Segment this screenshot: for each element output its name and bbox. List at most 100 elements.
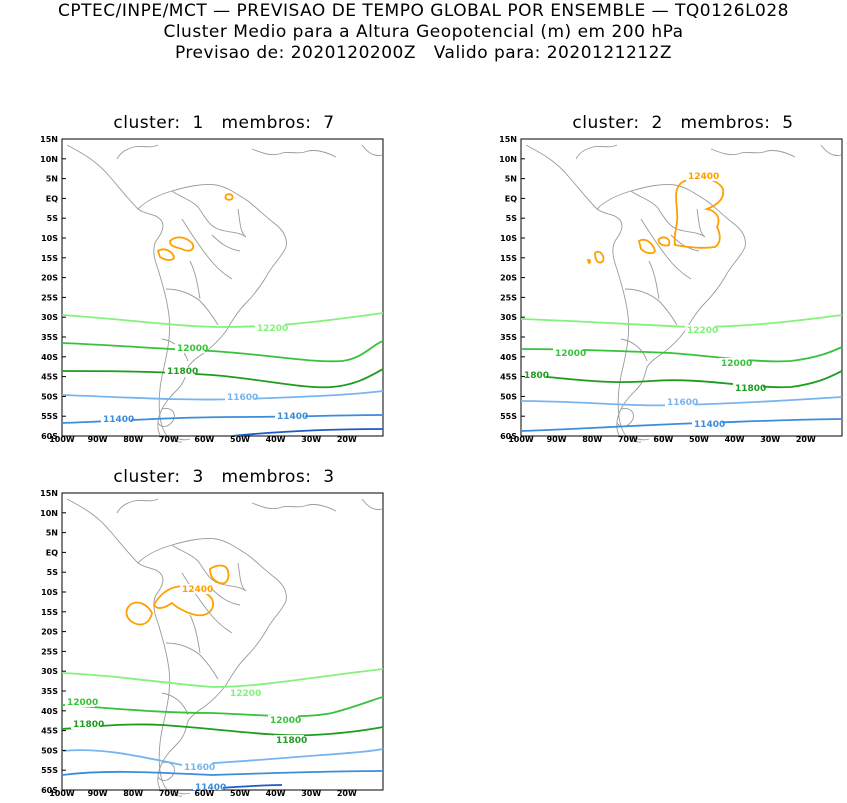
contour-11800 xyxy=(61,723,384,737)
label-11800-b: 11800 xyxy=(276,736,307,746)
lon-tick-label: 100W xyxy=(49,789,75,798)
label-12400: 12400 xyxy=(182,585,213,595)
lon-ticks-panel-1: 100W 90W 80W 70W 60W 50W 40W 30W 20W xyxy=(49,435,357,444)
lon-tick-label: 90W xyxy=(88,435,108,444)
label-11600: 11600 xyxy=(667,398,698,408)
label-11400: 11400 xyxy=(694,420,725,430)
lat-tick-label: 25S xyxy=(41,293,58,302)
lat-tick-label: 15N xyxy=(499,135,517,144)
contour-12400-a xyxy=(169,236,195,252)
lon-tick-label: 80W xyxy=(123,789,143,798)
lat-tick-label: 60S xyxy=(41,432,58,441)
lat-tick-label: 45S xyxy=(500,373,517,382)
lat-tick-label: 35S xyxy=(41,333,58,342)
contour-12400-a xyxy=(209,564,230,585)
lat-tick-label: 10N xyxy=(499,155,517,164)
contours-panel-2 xyxy=(520,177,843,432)
label-12200: 12200 xyxy=(257,324,288,334)
lat-tick-label: 40S xyxy=(500,353,517,362)
label-11800-a: 1800 xyxy=(524,371,549,381)
contour-11600 xyxy=(61,390,384,401)
lat-tick-label: EQ xyxy=(505,194,517,203)
lon-tick-label: 50W xyxy=(689,435,709,444)
label-12000-b: 12000 xyxy=(270,716,301,726)
lon-tick-label: 30W xyxy=(301,435,321,444)
panel-3-map: 12400 12200 12000 12000 11800 11800 1160… xyxy=(61,492,384,797)
lat-tick-label: 50S xyxy=(41,746,58,755)
contour-11800 xyxy=(61,368,384,389)
label-12000-a: 12000 xyxy=(67,698,98,708)
contour-labels-panel-2: 12400 12200 12000 12000 1800 11800 11600… xyxy=(522,171,766,430)
lon-tick-label: 20W xyxy=(796,435,816,444)
label-12000-b: 12000 xyxy=(721,359,752,369)
lat-tick-label: 25S xyxy=(500,293,517,302)
contour-11200 xyxy=(231,428,384,437)
lat-tick-label: 55S xyxy=(500,412,517,421)
contour-12400-d xyxy=(594,250,605,264)
south-america-coastline xyxy=(66,498,383,797)
label-11400: 11400 xyxy=(195,783,226,793)
contour-12400-a xyxy=(673,177,725,249)
lon-tick-label: 60W xyxy=(653,435,673,444)
contour-12400-c xyxy=(657,236,671,247)
lon-tick-label: 30W xyxy=(760,435,780,444)
label-11400-a: 11400 xyxy=(103,415,134,425)
lat-tick-label: 5N xyxy=(46,529,58,538)
lat-tick-label: 55S xyxy=(41,412,58,421)
lon-tick-label: 100W xyxy=(508,435,534,444)
contour-12400-b xyxy=(152,585,214,617)
lon-tick-label: 70W xyxy=(159,435,179,444)
lat-tick-label: 60S xyxy=(500,432,517,441)
south-america-coastline xyxy=(66,144,383,443)
label-12000: 12000 xyxy=(177,344,208,354)
lat-tick-label: 20S xyxy=(500,274,517,283)
lat-tick-label: 15S xyxy=(41,608,58,617)
label-11800-a: 11800 xyxy=(73,720,104,730)
lon-tick-label: 20W xyxy=(337,789,357,798)
contour-12200 xyxy=(61,668,384,688)
lon-tick-label: 40W xyxy=(725,435,745,444)
label-11600: 11600 xyxy=(227,393,258,403)
contour-11400 xyxy=(520,418,843,432)
lon-tick-label: 70W xyxy=(159,789,179,798)
panel-1-title: cluster: 1 membros: 7 xyxy=(113,113,335,133)
lon-tick-label: 50W xyxy=(230,789,250,798)
lat-tick-label: 25S xyxy=(41,647,58,656)
lon-tick-label: 30W xyxy=(301,789,321,798)
lat-tick-label: 50S xyxy=(41,392,58,401)
panel-1-map: 12200 12000 11800 11600 11400 11400 xyxy=(61,138,384,443)
contour-12400-c xyxy=(224,193,234,201)
contour-12200 xyxy=(61,312,384,328)
lat-tick-label: EQ xyxy=(46,194,58,203)
lat-tick-label: 30S xyxy=(41,313,58,322)
lon-tick-label: 90W xyxy=(547,435,567,444)
contour-12200 xyxy=(520,314,843,328)
lon-ticks-panel-2: 100W 90W 80W 70W 60W 50W 40W 30W 20W xyxy=(508,435,816,444)
lat-tick-label: 5N xyxy=(46,175,58,184)
contour-12400-e xyxy=(586,258,591,265)
lat-tick-label: 15N xyxy=(40,135,58,144)
contour-labels-panel-1: 12200 12000 11800 11600 11400 11400 xyxy=(101,323,308,425)
lon-tick-label: 40W xyxy=(266,435,286,444)
lat-tick-label: 60S xyxy=(41,786,58,795)
lon-tick-label: 20W xyxy=(337,435,357,444)
label-11800-b: 11800 xyxy=(735,384,766,394)
contour-12000 xyxy=(61,696,384,718)
lat-tick-label: 35S xyxy=(41,687,58,696)
contour-11600 xyxy=(61,748,384,766)
lat-tick-label: 30S xyxy=(41,667,58,676)
lon-tick-label: 70W xyxy=(618,435,638,444)
label-11800: 11800 xyxy=(167,367,198,377)
lon-tick-label: 60W xyxy=(194,789,214,798)
lat-ticks-panel-2: 15N 10N 5N EQ 5S 10S 15S 20S 25S 30S 35S 40S 45S 50S 5… xyxy=(499,135,525,441)
label-12200: 12200 xyxy=(687,326,718,336)
lat-tick-label: 30S xyxy=(500,313,517,322)
lat-tick-label: 10N xyxy=(40,509,58,518)
contour-labels-panel-3: 12400 12200 12000 12000 11800 11800 1160… xyxy=(65,584,307,793)
label-11600: 11600 xyxy=(184,763,215,773)
lat-tick-label: 5S xyxy=(47,214,59,223)
lat-tick-label: 10S xyxy=(41,588,58,597)
panel-2-title: cluster: 2 membros: 5 xyxy=(572,113,794,133)
figure-title-line-3: Previsao de: 2020120200Z Valido para: 20… xyxy=(174,43,673,63)
